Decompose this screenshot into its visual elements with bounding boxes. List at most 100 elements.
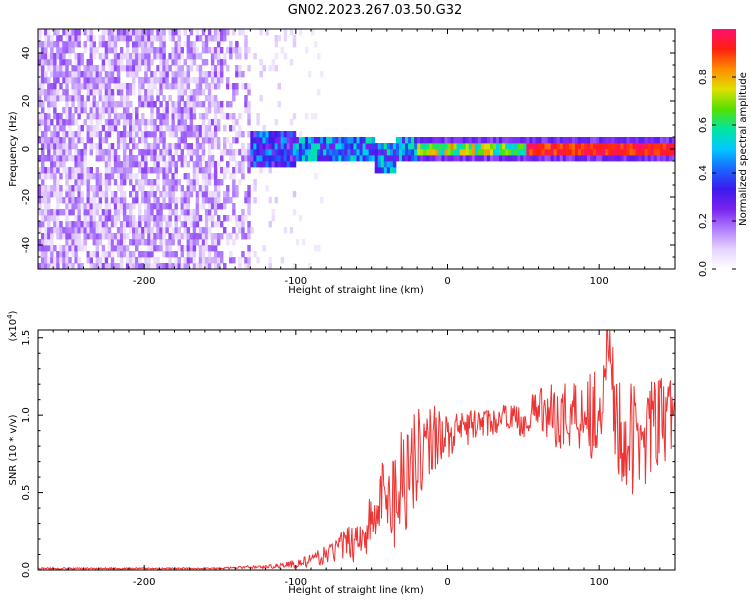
- spectrogram-cell: [232, 149, 236, 156]
- spectrogram-cell: [210, 59, 215, 66]
- spectrogram-cell: [101, 125, 106, 132]
- spectrogram-cell: [119, 251, 124, 258]
- spectrogram-cell: [650, 155, 655, 162]
- spectrogram-cell: [47, 119, 51, 126]
- spectrogram-cell: [98, 179, 103, 186]
- spectrogram-cell: [295, 149, 300, 156]
- spectrogram-cell: [47, 29, 51, 36]
- spectrogram-cell: [223, 203, 227, 210]
- spectrogram-cell: [244, 233, 248, 240]
- spectrogram-cell: [347, 137, 351, 144]
- spectrogram-cell: [144, 95, 148, 102]
- spectrogram-cell: [295, 239, 300, 246]
- spectrogram-cell: [68, 263, 72, 270]
- spectrogram-cell: [74, 197, 78, 204]
- spectrogram-cell: [144, 227, 148, 234]
- spectrogram-cell: [62, 251, 66, 258]
- spectrogram-cell: [138, 59, 142, 66]
- spectrogram-cell: [41, 71, 45, 78]
- spectrogram-cell: [129, 89, 133, 96]
- spectrogram-cell: [98, 113, 103, 120]
- spectrogram-cell: [256, 113, 260, 120]
- spectrogram-cell: [77, 131, 81, 138]
- spectrogram-cell: [68, 143, 72, 150]
- spectrogram-cell: [92, 221, 97, 228]
- spectrogram-cell: [132, 173, 136, 180]
- spectrogram-cell: [204, 35, 209, 42]
- spectrogram-cell: [201, 173, 206, 180]
- spectrogram-cell: [207, 35, 212, 42]
- spectrogram-cell: [110, 125, 115, 132]
- spectrogram-cell: [180, 47, 184, 54]
- spectrogram-cell: [156, 53, 160, 60]
- spectrogram-cell: [314, 245, 318, 252]
- spectrogram-cell: [44, 257, 48, 264]
- spectrogram-cell: [213, 71, 218, 78]
- spectrogram-cell: [116, 83, 121, 90]
- spectrogram-cell: [335, 143, 339, 150]
- spectrogram-cell: [553, 143, 558, 150]
- spectrogram-cell: [138, 263, 142, 270]
- spectrogram-cell: [95, 203, 100, 210]
- spectrogram-cell: [80, 125, 84, 132]
- spectrogram-cell: [135, 125, 139, 132]
- spectrogram-cell: [183, 107, 188, 114]
- spectrogram-cell: [247, 245, 251, 252]
- spectrogram-cell: [265, 131, 269, 138]
- spectrogram-cell: [44, 209, 48, 216]
- spectrogram-cell: [95, 257, 100, 264]
- spectrogram-cell: [138, 221, 142, 228]
- spectrogram-cell: [129, 71, 133, 78]
- spectrogram-cell: [226, 191, 230, 198]
- spectrogram-cell: [159, 221, 163, 228]
- spectrogram-cell: [125, 173, 130, 180]
- spectrogram-cell: [368, 143, 373, 150]
- spectrogram-cell: [68, 119, 72, 126]
- spectrogram-cell: [119, 179, 124, 186]
- spectrogram-cell: [104, 29, 109, 36]
- spectrogram-cell: [456, 143, 461, 150]
- spectrogram-cell: [98, 107, 103, 114]
- spectrogram-cell: [247, 203, 251, 210]
- spectrogram-cell: [389, 149, 394, 156]
- spectrogram-cell: [223, 29, 227, 36]
- spectrogram-cell: [180, 203, 184, 210]
- spectrogram-cell: [98, 35, 103, 42]
- spectrogram-cell: [44, 119, 48, 126]
- spectrogram-cell: [477, 137, 482, 144]
- spectrogram-cell: [195, 179, 200, 186]
- spectrogram-cell: [44, 41, 48, 48]
- spectrogram-cell: [129, 155, 133, 162]
- spectrogram-cell: [262, 143, 266, 150]
- spectrogram-cell: [244, 191, 248, 198]
- spectrogram-cell: [213, 77, 218, 84]
- spectrogram-cell: [553, 137, 558, 144]
- spectrogram-cell: [80, 77, 84, 84]
- spectrogram-cell: [186, 107, 191, 114]
- spectrogram-cell: [156, 179, 160, 186]
- spectrogram-cell: [56, 227, 60, 234]
- spectrogram-cell: [256, 119, 260, 126]
- spectrogram-cell: [244, 83, 248, 90]
- spectrogram-cell: [386, 161, 391, 168]
- spectrogram-cell: [62, 107, 66, 114]
- spectrogram-cell: [244, 47, 248, 54]
- spectrogram-cell: [183, 125, 188, 132]
- spectrogram-cell: [183, 101, 188, 108]
- spectrogram-cell: [47, 83, 51, 90]
- spectrogram-cell: [41, 149, 45, 156]
- spectrogram-cell: [338, 137, 342, 144]
- spectrogram-cell: [107, 149, 112, 156]
- spectrogram-cell: [68, 59, 72, 66]
- spectrogram-cell: [213, 137, 218, 144]
- spectrogram-cell: [174, 257, 178, 264]
- spectrogram-cell: [162, 155, 166, 162]
- spectrogram-cell: [62, 53, 66, 60]
- spectrogram-cell: [132, 221, 136, 228]
- spectrogram-cell: [195, 191, 200, 198]
- spectrogram-cell: [644, 149, 649, 156]
- spectrogram-cell: [483, 149, 488, 156]
- spectrogram-cell: [195, 221, 200, 228]
- spectrogram-cell: [241, 233, 245, 240]
- spectrogram-cell: [98, 95, 103, 102]
